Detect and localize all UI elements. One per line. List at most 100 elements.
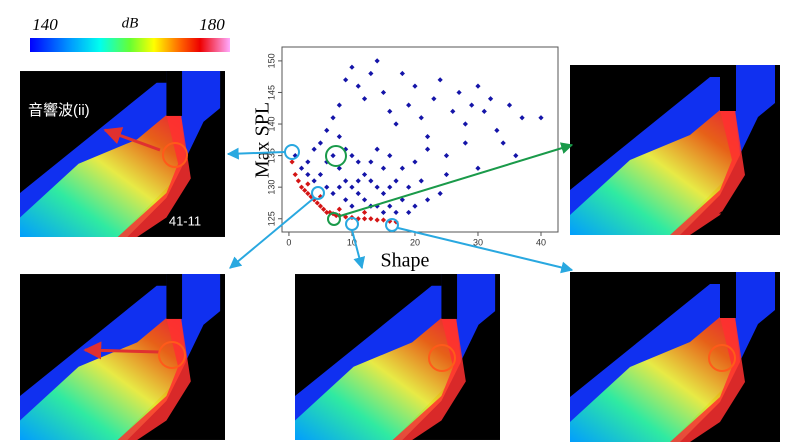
panel: 34-14: [295, 274, 500, 440]
point: [349, 184, 355, 190]
point: [387, 184, 393, 190]
point: [292, 171, 298, 178]
point: [330, 153, 336, 159]
point: [431, 96, 437, 102]
point: [399, 70, 405, 77]
panel: 37-36: [570, 272, 780, 442]
point: [305, 181, 311, 187]
point: [368, 178, 374, 184]
arrow: [103, 127, 161, 152]
y-tick-label: 130: [266, 180, 276, 195]
point: [336, 184, 342, 190]
point: [424, 197, 431, 203]
point: [443, 153, 450, 159]
colorbar-min: 140: [32, 15, 58, 34]
point: [519, 115, 525, 121]
point: [418, 115, 424, 121]
point: [437, 77, 443, 83]
point: [361, 216, 368, 222]
point: [374, 217, 380, 223]
panel: 41-11: [20, 71, 225, 237]
point: [336, 165, 342, 171]
point: [295, 178, 301, 184]
point: [302, 187, 308, 193]
point: [361, 171, 368, 178]
point: [374, 184, 380, 190]
point: [368, 216, 374, 222]
point: [368, 70, 374, 77]
point: [324, 209, 330, 216]
highlight: [428, 344, 456, 372]
panel-label: 28-43: [173, 425, 206, 440]
point: [289, 159, 295, 165]
y-tick-label: 150: [266, 53, 276, 68]
point: [443, 171, 450, 178]
point: [355, 190, 361, 197]
panel-label: 34-14: [448, 425, 481, 440]
point: [380, 209, 387, 216]
point: [475, 165, 481, 171]
point: [330, 115, 336, 121]
point: [469, 102, 475, 108]
point: [343, 178, 349, 184]
y-axis-label: Max SPL: [252, 102, 274, 178]
x-tick-label: 20: [410, 237, 420, 247]
arrow: [83, 341, 161, 360]
point: [387, 203, 393, 209]
point: [349, 203, 355, 209]
point: [393, 121, 399, 127]
point: [387, 108, 393, 115]
point: [374, 58, 380, 64]
point: [538, 115, 544, 121]
point: [374, 146, 380, 152]
panel: 19-43: [570, 65, 780, 235]
point: [336, 102, 342, 108]
point: [450, 108, 456, 115]
point: [424, 134, 431, 140]
point: [311, 178, 317, 184]
x-axis-label: Shape: [381, 250, 430, 272]
point: [481, 108, 487, 115]
x-tick-label: 0: [286, 237, 291, 247]
point: [314, 200, 320, 206]
point: [336, 134, 342, 140]
point: [506, 102, 513, 108]
point: [393, 209, 399, 216]
point: [361, 96, 368, 102]
point: [324, 184, 330, 190]
plot-frame: [281, 46, 559, 233]
callouts: [226, 142, 574, 274]
colorbar: [30, 38, 230, 52]
x-tick-label: 30: [473, 237, 483, 247]
point: [361, 209, 368, 216]
point: [355, 83, 361, 89]
point: [311, 146, 317, 152]
point: [380, 217, 387, 223]
point: [462, 140, 468, 146]
point: [308, 194, 314, 200]
point: [292, 153, 298, 159]
y-tick-label: 125: [266, 211, 276, 226]
panel-label: 19-43: [718, 208, 751, 223]
point: [399, 197, 405, 203]
highlight: [162, 142, 188, 168]
point: [320, 206, 327, 212]
point: [387, 153, 393, 159]
point: [500, 140, 506, 146]
point: [412, 83, 418, 89]
point: [355, 159, 361, 165]
panel-label: 37-36: [723, 425, 756, 440]
point: [317, 203, 324, 209]
point: [317, 171, 324, 178]
point: [412, 203, 418, 209]
point: [298, 165, 305, 171]
point: [456, 89, 462, 96]
y-tick-label: 135: [266, 148, 276, 163]
point: [349, 64, 355, 70]
point: [361, 197, 368, 203]
point: [349, 153, 355, 159]
point: [305, 190, 311, 197]
point: [343, 197, 349, 203]
